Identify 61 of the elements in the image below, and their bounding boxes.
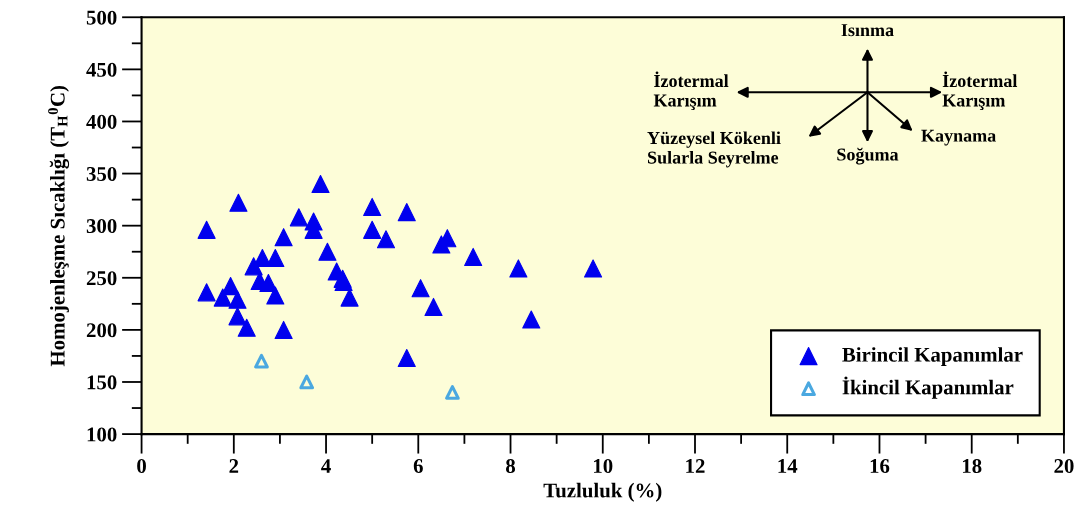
point	[445, 385, 460, 400]
x-tick-label: 16	[870, 459, 890, 474]
annotation: Soğuma	[837, 147, 899, 165]
point	[266, 248, 285, 268]
annotation: İzotermal Karışım	[942, 71, 1018, 111]
annotation: Yüzeysel Kökenli Sularla Seyrelme	[647, 131, 781, 168]
point	[254, 353, 269, 369]
point	[299, 374, 315, 390]
y-tick-label: 150	[87, 375, 117, 390]
point	[363, 197, 382, 216]
y-tick-label: 250	[86, 271, 117, 286]
point	[509, 259, 528, 278]
point	[229, 193, 248, 212]
point	[213, 288, 232, 307]
point	[289, 208, 308, 227]
point	[197, 283, 216, 302]
x-tick-label: 2	[229, 459, 239, 473]
point	[274, 320, 293, 339]
annotation: Kaynama	[921, 129, 996, 146]
point	[274, 228, 293, 247]
point	[522, 310, 541, 329]
annotation: Isınma	[841, 24, 894, 37]
legend-label: İkincil Kapanımlar	[842, 376, 1014, 399]
point	[253, 248, 272, 268]
legend-label: Birincil Kapanımlar	[842, 347, 1023, 367]
x-tick-label: 0	[137, 459, 146, 474]
point	[397, 348, 416, 368]
y-tick-label: 450	[86, 62, 117, 77]
annotation: İzotermal Karışım	[653, 71, 729, 111]
x-tick-label: 10	[594, 459, 613, 474]
point	[228, 290, 247, 309]
point	[237, 318, 256, 337]
x-tick-label: 18	[962, 459, 982, 474]
y-tick-label: 500	[86, 10, 117, 25]
y-tick-label: 350	[86, 166, 117, 181]
point	[376, 230, 396, 249]
point	[411, 279, 430, 298]
point	[259, 273, 278, 293]
x-tick-label: 20	[1054, 459, 1074, 474]
y-tick-label: 300	[86, 219, 117, 234]
point	[424, 297, 443, 317]
x-tick-label: 8	[506, 459, 516, 474]
y-tick-label: 400	[86, 114, 117, 129]
point	[584, 259, 603, 278]
point	[221, 277, 240, 296]
point	[464, 247, 483, 266]
point	[311, 174, 330, 194]
x-tick-label: 6	[413, 459, 423, 474]
point	[197, 220, 216, 239]
point	[397, 203, 416, 222]
x-tick-label: 12	[686, 459, 705, 473]
x-tick-label: 14	[778, 459, 798, 473]
x-axis-title: Tuzluluk (%)	[543, 482, 662, 502]
y-axis-title: Homojenleşme Sıcaklığı (T$_{H}$$^{0}$C)	[48, 85, 70, 367]
point	[318, 242, 337, 261]
point	[334, 272, 353, 292]
y-tick-label: 100	[87, 427, 117, 442]
x-tick-label: 4	[321, 459, 331, 473]
point	[363, 220, 382, 239]
y-tick-label: 200	[86, 323, 117, 338]
point	[266, 286, 285, 305]
